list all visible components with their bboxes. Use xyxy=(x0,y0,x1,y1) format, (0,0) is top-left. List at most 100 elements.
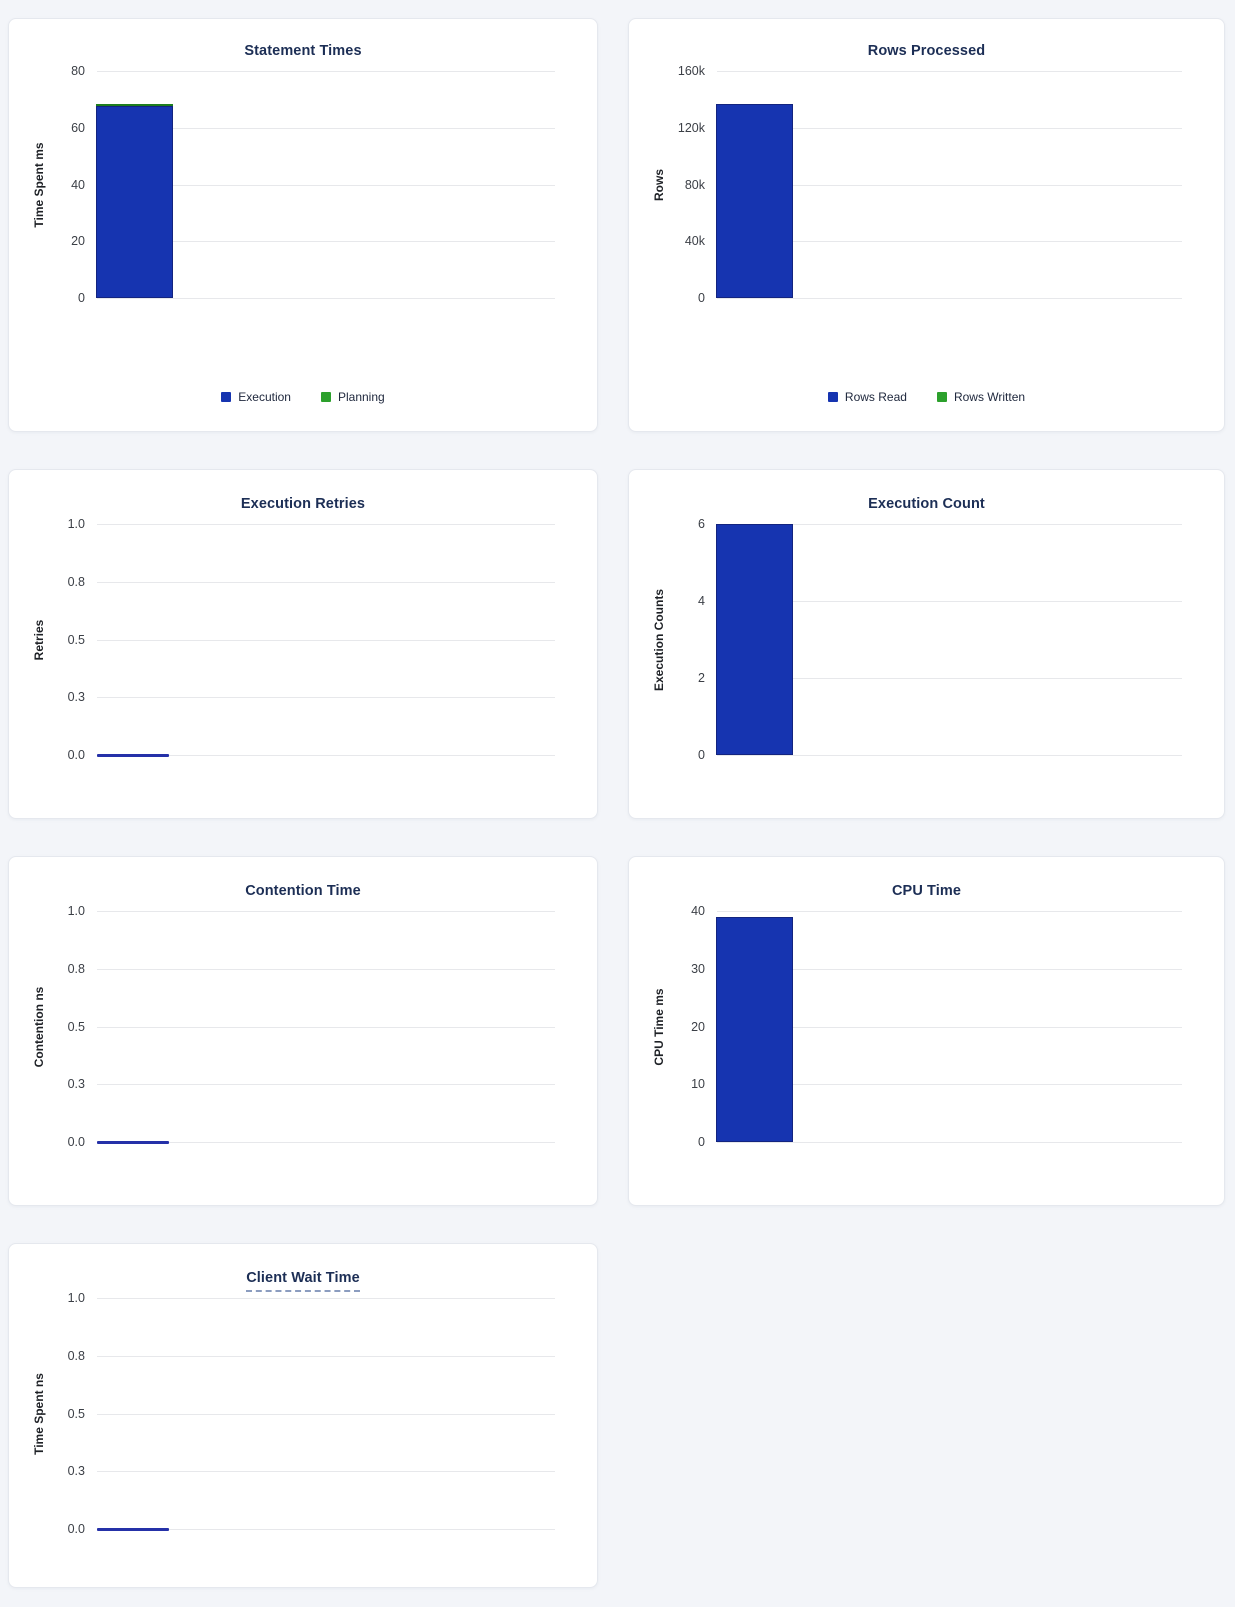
y-tick-label: 60 xyxy=(71,121,85,135)
chart-title: Client Wait Time xyxy=(9,1270,597,1292)
chart-title: Rows Processed xyxy=(629,43,1224,59)
gridline xyxy=(97,185,555,186)
y-axis-label: Retries xyxy=(32,619,46,661)
y-tick-label: 10 xyxy=(691,1077,705,1091)
y-tick-label: 4 xyxy=(698,594,705,608)
y-tick-label: 80 xyxy=(71,64,85,78)
y-tick-label: 0.3 xyxy=(67,1464,85,1478)
legend-label: Execution xyxy=(238,390,291,404)
y-tick-label: 0.0 xyxy=(67,748,85,762)
legend-label: Planning xyxy=(337,390,385,404)
gridline xyxy=(97,582,555,583)
y-tick-label: 1.0 xyxy=(67,517,85,531)
gridline xyxy=(97,298,555,299)
gridline xyxy=(97,128,555,129)
y-axis-label: CPU Time ms xyxy=(652,988,666,1066)
y-tick-label: 0.0 xyxy=(67,1135,85,1149)
legend-swatch xyxy=(827,392,838,402)
y-tick-label: 40 xyxy=(691,904,705,918)
gridline xyxy=(717,678,1182,679)
gridline xyxy=(717,969,1182,970)
chart-title-text: Rows Processed xyxy=(867,43,986,59)
gridline xyxy=(97,1027,555,1028)
chart-card-execution-count: Execution Count 0 2 4 6 Execution Counts xyxy=(628,469,1225,819)
gridline xyxy=(97,1529,555,1530)
y-tick-label: 0.8 xyxy=(67,575,85,589)
y-axis-label: Rows xyxy=(652,168,666,202)
gridline xyxy=(97,1414,555,1415)
legend-item-planning[interactable]: Planning xyxy=(320,390,385,404)
y-tick-label: 120k xyxy=(677,121,705,135)
bar-segment xyxy=(716,524,793,755)
gridline xyxy=(717,128,1182,129)
gridline xyxy=(97,911,555,912)
bar-planning xyxy=(96,104,173,106)
gridline xyxy=(717,1084,1182,1085)
y-tick-label: 6 xyxy=(698,517,705,531)
zero-value-line xyxy=(97,1528,169,1531)
y-tick-label: 20 xyxy=(71,234,85,248)
gridline xyxy=(97,524,555,525)
y-tick-label: 1.0 xyxy=(67,1291,85,1305)
chart-title-text: Contention Time xyxy=(245,883,361,899)
gridline xyxy=(97,697,555,698)
legend-swatch xyxy=(320,392,331,402)
gridline xyxy=(717,1027,1182,1028)
y-axis-label: Time Spent ms xyxy=(32,142,46,228)
y-axis-label: Time Spent ns xyxy=(32,1373,46,1455)
gridline xyxy=(97,1471,555,1472)
chart-title: Execution Count xyxy=(629,496,1224,512)
y-axis-label: Execution Counts xyxy=(652,588,666,692)
chart-card-contention-time: Contention Time 0.0 0.3 0.5 0.8 1.0 Contention… xyxy=(8,856,598,1206)
chart-card-cpu-time: CPU Time 0 10 20 30 40 CPU Time ms xyxy=(628,856,1225,1206)
y-tick-label: 160k xyxy=(677,64,705,78)
y-tick-label: 0 xyxy=(78,291,85,305)
y-tick-label: 0 xyxy=(698,291,705,305)
chart-title-text[interactable]: Client Wait Time xyxy=(246,1270,360,1292)
chart-title-text: Statement Times xyxy=(244,43,362,59)
legend-label: Rows Written xyxy=(953,390,1026,404)
y-tick-label: 1.0 xyxy=(67,904,85,918)
y-tick-label: 0.8 xyxy=(67,962,85,976)
y-tick-label: 2 xyxy=(698,671,705,685)
y-tick-label: 0.3 xyxy=(67,1077,85,1091)
legend-item-rows-read[interactable]: Rows Read xyxy=(827,390,907,404)
y-tick-label: 40k xyxy=(684,234,705,248)
gridline xyxy=(97,1142,555,1143)
gridline xyxy=(717,1142,1182,1143)
gridline xyxy=(97,640,555,641)
legend-swatch xyxy=(936,392,947,402)
gridline xyxy=(97,241,555,242)
chart-card-rows-processed: Rows Processed 0 40k 80k 120k 160k Rows Rows Re… xyxy=(628,18,1225,432)
legend: Execution Planning xyxy=(9,390,597,404)
y-tick-label: 80k xyxy=(684,178,705,192)
bar-execution xyxy=(96,106,173,298)
y-tick-label: 0.3 xyxy=(67,690,85,704)
legend-item-rows-written[interactable]: Rows Written xyxy=(936,390,1026,404)
chart-title: Contention Time xyxy=(9,883,597,899)
y-tick-label: 0.0 xyxy=(67,1522,85,1536)
gridline xyxy=(97,71,555,72)
gridline xyxy=(97,755,555,756)
y-tick-label: 30 xyxy=(691,962,705,976)
gridline xyxy=(717,185,1182,186)
chart-title-text: CPU Time xyxy=(891,883,962,899)
chart-title-text: Execution Count xyxy=(868,496,985,512)
y-tick-label: 0.5 xyxy=(67,1020,85,1034)
gridline xyxy=(97,1084,555,1085)
bar-rows-read xyxy=(716,104,793,298)
chart-title: Execution Retries xyxy=(9,496,597,512)
y-tick-label: 20 xyxy=(691,1020,705,1034)
legend-label: Rows Read xyxy=(844,390,907,404)
legend-item-execution[interactable]: Execution xyxy=(221,390,291,404)
chart-card-statement-times: Statement Times 0 20 40 60 80 Time Spent ms Exe… xyxy=(8,18,598,432)
gridline xyxy=(717,524,1182,525)
chart-title-text: Execution Retries xyxy=(240,496,366,512)
zero-value-line xyxy=(97,1141,169,1144)
y-tick-label: 0.5 xyxy=(67,633,85,647)
gridline xyxy=(717,911,1182,912)
y-tick-label: 0 xyxy=(698,1135,705,1149)
gridline xyxy=(717,71,1182,72)
gridline xyxy=(717,755,1182,756)
